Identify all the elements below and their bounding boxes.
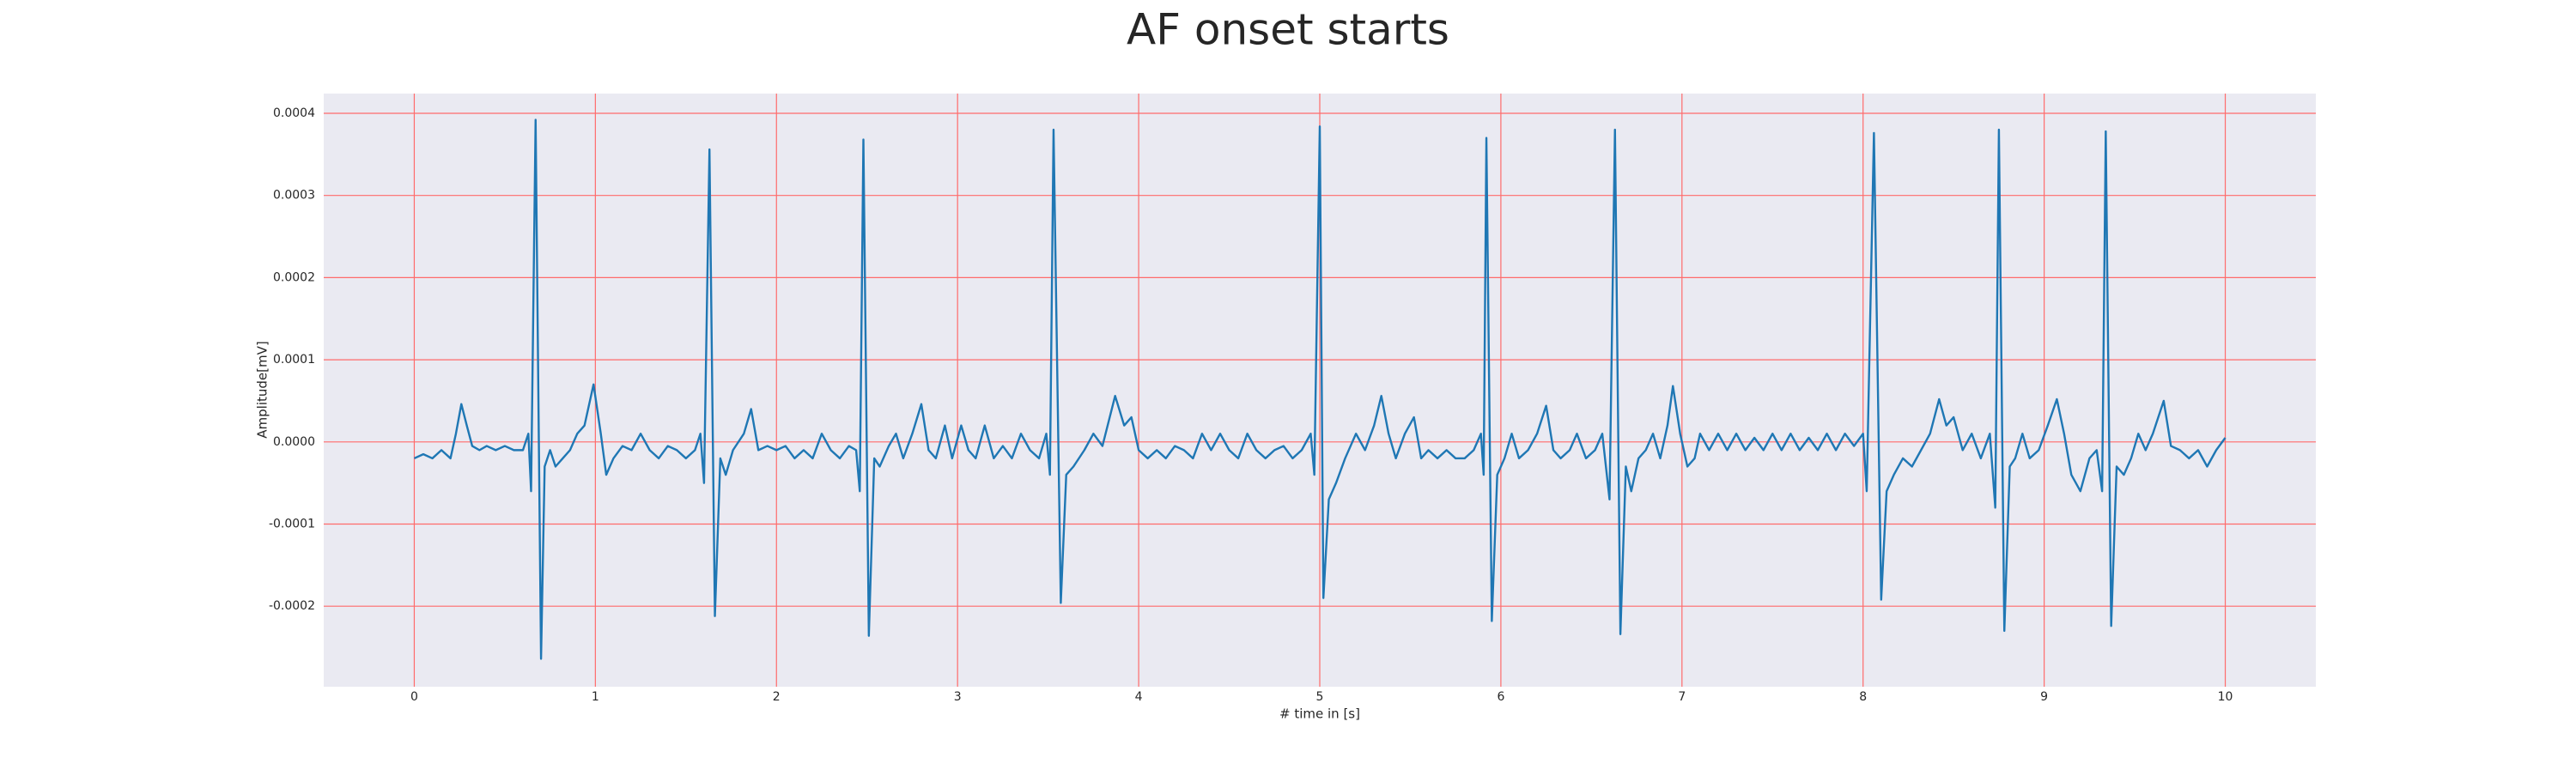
x-tick-label: 8 (1859, 690, 1867, 704)
chart-title: AF onset starts (1127, 5, 1449, 55)
x-axis-label: # time in [s] (1279, 706, 1360, 722)
y-tick-label: 0.0003 (273, 189, 315, 203)
x-tick-label: 0 (410, 690, 418, 704)
x-tick-label: 9 (2040, 690, 2048, 704)
y-tick-label: -0.0001 (269, 518, 315, 531)
y-tick-label: 0.0001 (273, 353, 315, 367)
y-axis-label: Amplitude[mV] (255, 341, 270, 438)
x-tick-label: 10 (2218, 690, 2233, 704)
y-tick-label: 0.0002 (273, 270, 315, 284)
x-tick-label: 7 (1678, 690, 1686, 704)
ecg-line (413, 118, 2227, 660)
y-tick-label: 0.0004 (273, 106, 315, 120)
x-tick-label: 1 (592, 690, 599, 704)
x-tick-label: 6 (1497, 690, 1504, 704)
y-tick-label: -0.0002 (269, 599, 315, 613)
x-tick-label: 2 (773, 690, 781, 704)
x-tick-label: 3 (954, 690, 962, 704)
x-tick-label: 5 (1316, 690, 1324, 704)
y-tick-label: 0.0000 (273, 435, 315, 449)
x-tick-label: 4 (1135, 690, 1143, 704)
